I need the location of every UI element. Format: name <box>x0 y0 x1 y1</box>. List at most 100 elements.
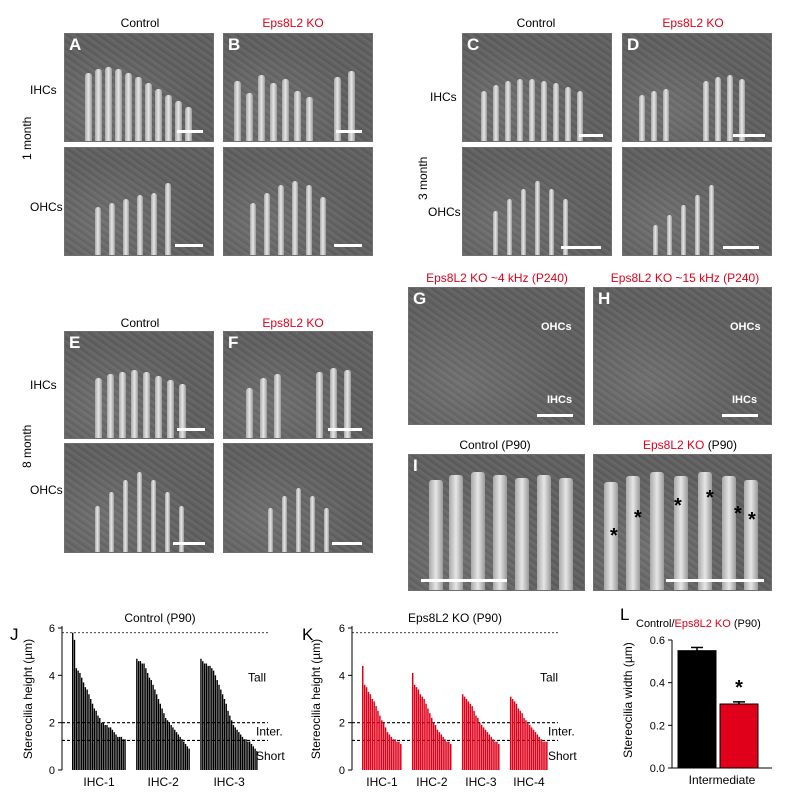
bar <box>88 694 90 770</box>
scale-bar <box>723 246 759 249</box>
sem-panel-e-ohc <box>64 443 214 553</box>
row-label-ohcs-8m: OHCs <box>30 483 63 497</box>
scale-bar <box>336 130 362 133</box>
sem-panel-h: H OHCs IHCs <box>593 287 772 425</box>
y-axis-label: Stereocilia height (µm) <box>309 639 323 759</box>
label-ohcs-g: OHCs <box>541 321 572 333</box>
bar <box>211 668 213 770</box>
bar <box>448 741 450 770</box>
bar <box>148 677 151 770</box>
bar <box>243 739 245 770</box>
bar <box>377 710 379 770</box>
col-header-control-8m: Control <box>120 316 160 330</box>
bar <box>97 715 99 770</box>
scale-bar <box>421 579 507 582</box>
sem-panel-c-ihc: C <box>462 33 612 142</box>
scale-bar <box>334 244 362 247</box>
y-tick-label: 0.0 <box>650 763 665 775</box>
bar <box>434 725 437 770</box>
sem-panel-c-ohc <box>462 147 612 256</box>
bar <box>482 727 485 770</box>
sem-panel-i: I <box>408 454 585 591</box>
bar <box>221 694 224 770</box>
panel-i-title: Control (P90) <box>459 438 531 452</box>
significance-marker: * <box>735 677 743 699</box>
bar <box>521 713 523 770</box>
bar <box>423 699 425 770</box>
bar <box>540 739 542 770</box>
panel-g-title: Eps8L2 KO ~4 kHz (P240) <box>426 271 568 285</box>
col-header-control-3m: Control <box>516 16 556 30</box>
panel-i2-title: Eps8L2 KO (P90) <box>630 438 750 452</box>
bar <box>174 729 176 770</box>
y-axis-label: Stereocilia height (µm) <box>21 639 35 759</box>
scale-bar <box>175 244 203 247</box>
row-label-ihcs-1m: IHCs <box>30 83 57 97</box>
bar <box>99 717 101 770</box>
bar <box>367 691 370 770</box>
bar <box>220 689 222 770</box>
bar <box>137 661 140 770</box>
bar <box>90 699 92 770</box>
bar <box>157 699 160 770</box>
scale-bar <box>561 246 601 249</box>
bar <box>161 708 163 770</box>
bar <box>398 741 400 770</box>
bar <box>381 720 383 770</box>
panel-letter-h: H <box>598 289 611 308</box>
bar <box>513 701 516 770</box>
bar <box>394 739 396 770</box>
bar <box>81 677 83 770</box>
bar <box>75 668 78 770</box>
bar <box>218 684 220 770</box>
bar <box>139 661 142 770</box>
bar <box>365 687 368 770</box>
x-group-label: IHC-2 <box>416 775 448 789</box>
bar <box>152 684 154 770</box>
bar <box>223 699 226 770</box>
bar <box>104 725 106 770</box>
bar <box>91 703 94 770</box>
zone-label: Short <box>548 749 577 763</box>
bar <box>179 736 181 770</box>
sem-panel-f-ohc <box>223 443 373 553</box>
sem-panel-a-ihc: A <box>64 33 214 142</box>
panel-letter-a: A <box>69 35 82 54</box>
bar <box>475 715 477 770</box>
scale-bar <box>733 134 765 137</box>
col-header-ko-1m: Eps8L2 KO <box>262 16 324 30</box>
panel-letter-i: I <box>413 456 418 475</box>
bar <box>113 732 115 770</box>
x-group-label: IHC-1 <box>83 775 115 789</box>
bar <box>248 741 251 770</box>
y-tick-label: 2 <box>49 718 55 730</box>
row-label-ohcs-1m: OHCs <box>30 200 63 214</box>
bar <box>413 684 416 770</box>
bar <box>143 663 145 770</box>
bar <box>396 741 398 770</box>
bar <box>515 703 518 770</box>
bar <box>175 732 178 770</box>
bar <box>155 694 158 770</box>
age-label-3m: 3 month <box>416 156 430 200</box>
bar <box>168 722 171 770</box>
sem-panel-g: G OHCs IHCs <box>408 287 585 425</box>
bar <box>227 710 229 770</box>
bar <box>236 729 238 770</box>
bar-eps8l2-ko <box>719 703 759 769</box>
bar <box>430 717 433 770</box>
scale-bar <box>722 414 758 417</box>
bar <box>496 741 498 770</box>
bar <box>436 729 439 770</box>
y-tick-label: 4 <box>49 670 55 682</box>
label-ihcs-g: IHCs <box>547 394 573 406</box>
asterisk-marker: * <box>674 495 682 517</box>
bar <box>446 741 448 770</box>
panel-letter-k: K <box>302 625 314 644</box>
bar <box>247 741 249 770</box>
bar <box>419 694 422 770</box>
bar <box>106 725 108 770</box>
bar <box>379 715 381 770</box>
bar <box>72 632 74 770</box>
bar <box>362 665 364 770</box>
